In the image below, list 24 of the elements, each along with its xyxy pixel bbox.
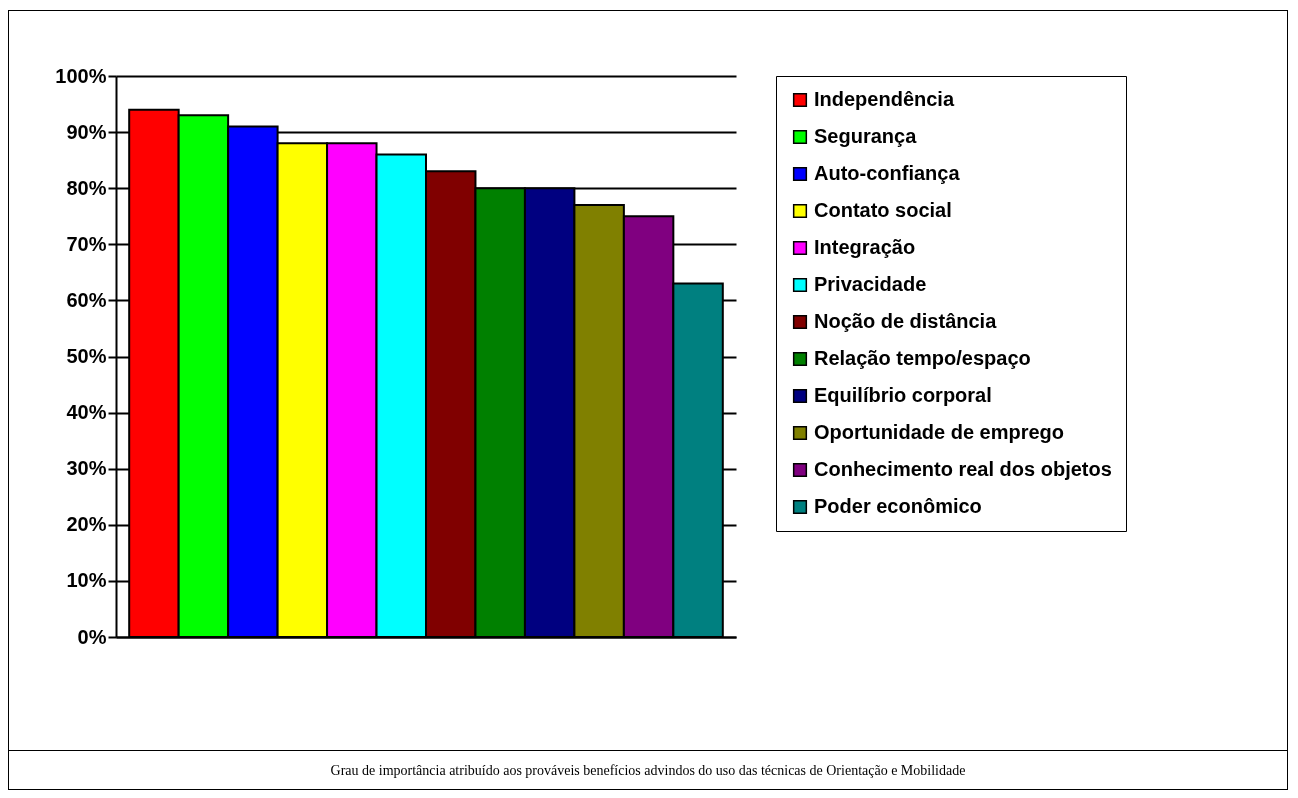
y-tick-label: 30%: [66, 457, 107, 480]
legend-label: Conhecimento real dos objetos: [814, 458, 1112, 480]
legend-label: Contato social: [814, 199, 952, 221]
text: Grau de importância atribuído aos prováveis benefícios advindos do uso das técnicas de Orientação e Mobilidade: [9, 750, 1287, 789]
legend-label: Equilíbrio corporal: [814, 384, 992, 406]
legend-label: Auto-confiança: [814, 162, 961, 184]
legend-label: Integração: [814, 236, 916, 258]
y-tick-label: 40%: [66, 401, 107, 424]
y-tick-label: 60%: [66, 288, 107, 311]
y-tick-label: 90%: [66, 120, 107, 143]
legend-label: Poder econômico: [814, 495, 982, 517]
legend-label: Privacidade: [814, 273, 927, 295]
y-tick-label: 100%: [55, 64, 107, 87]
y-tick-label: 20%: [66, 513, 107, 536]
y-tick-label: 10%: [66, 569, 107, 592]
legend-label: Independência: [814, 88, 955, 110]
y-tick-label: 0%: [77, 625, 107, 648]
legend-label: Relação tempo/espaço: [814, 347, 1031, 369]
legend-label: Oportunidade de emprego: [814, 421, 1065, 443]
y-tick-label: 80%: [66, 176, 107, 199]
legend-label: Noção de distância: [814, 310, 998, 332]
legend-label: Segurança: [814, 125, 918, 147]
y-tick-label: 50%: [66, 345, 107, 367]
y-tick-label: 70%: [66, 232, 107, 255]
